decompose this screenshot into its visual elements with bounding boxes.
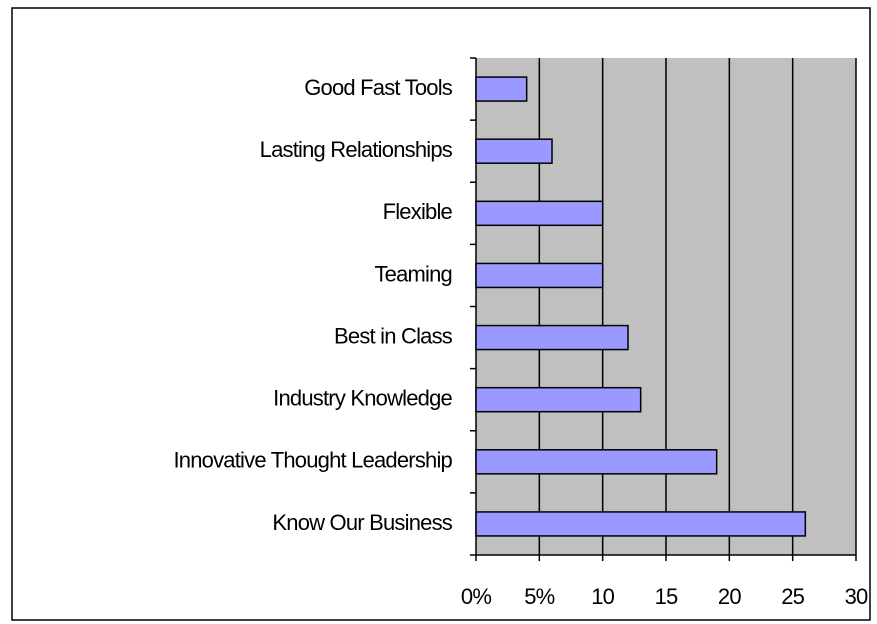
y-tick-label: Good Fast Tools bbox=[304, 75, 453, 100]
x-tick-label: 20 bbox=[718, 584, 741, 609]
bar bbox=[475, 76, 528, 102]
bar bbox=[475, 386, 642, 413]
y-tick-label: Innovative Thought Leadership bbox=[173, 448, 452, 473]
x-tick-label: 25 bbox=[781, 584, 804, 609]
bar bbox=[475, 324, 629, 351]
bar bbox=[475, 511, 807, 537]
y-tick-label: Know Our Business bbox=[272, 510, 452, 535]
x-tick-label: 5% bbox=[524, 584, 554, 609]
y-tick-label: Flexible bbox=[383, 199, 453, 224]
y-tick-label: Industry Knowledge bbox=[273, 386, 452, 411]
bar bbox=[475, 262, 604, 289]
x-tick-label: 15 bbox=[655, 584, 678, 609]
y-tick-label: Teaming bbox=[374, 261, 452, 286]
x-tick-label: 30 bbox=[845, 584, 868, 609]
x-tick-label: 10 bbox=[591, 584, 614, 609]
y-tick-label: Best in Class bbox=[334, 323, 453, 348]
bar bbox=[475, 138, 553, 164]
bar bbox=[475, 449, 718, 475]
y-tick-label: Lasting Relationships bbox=[260, 137, 453, 162]
x-tick-label: 0% bbox=[461, 584, 491, 609]
bar bbox=[475, 200, 604, 227]
